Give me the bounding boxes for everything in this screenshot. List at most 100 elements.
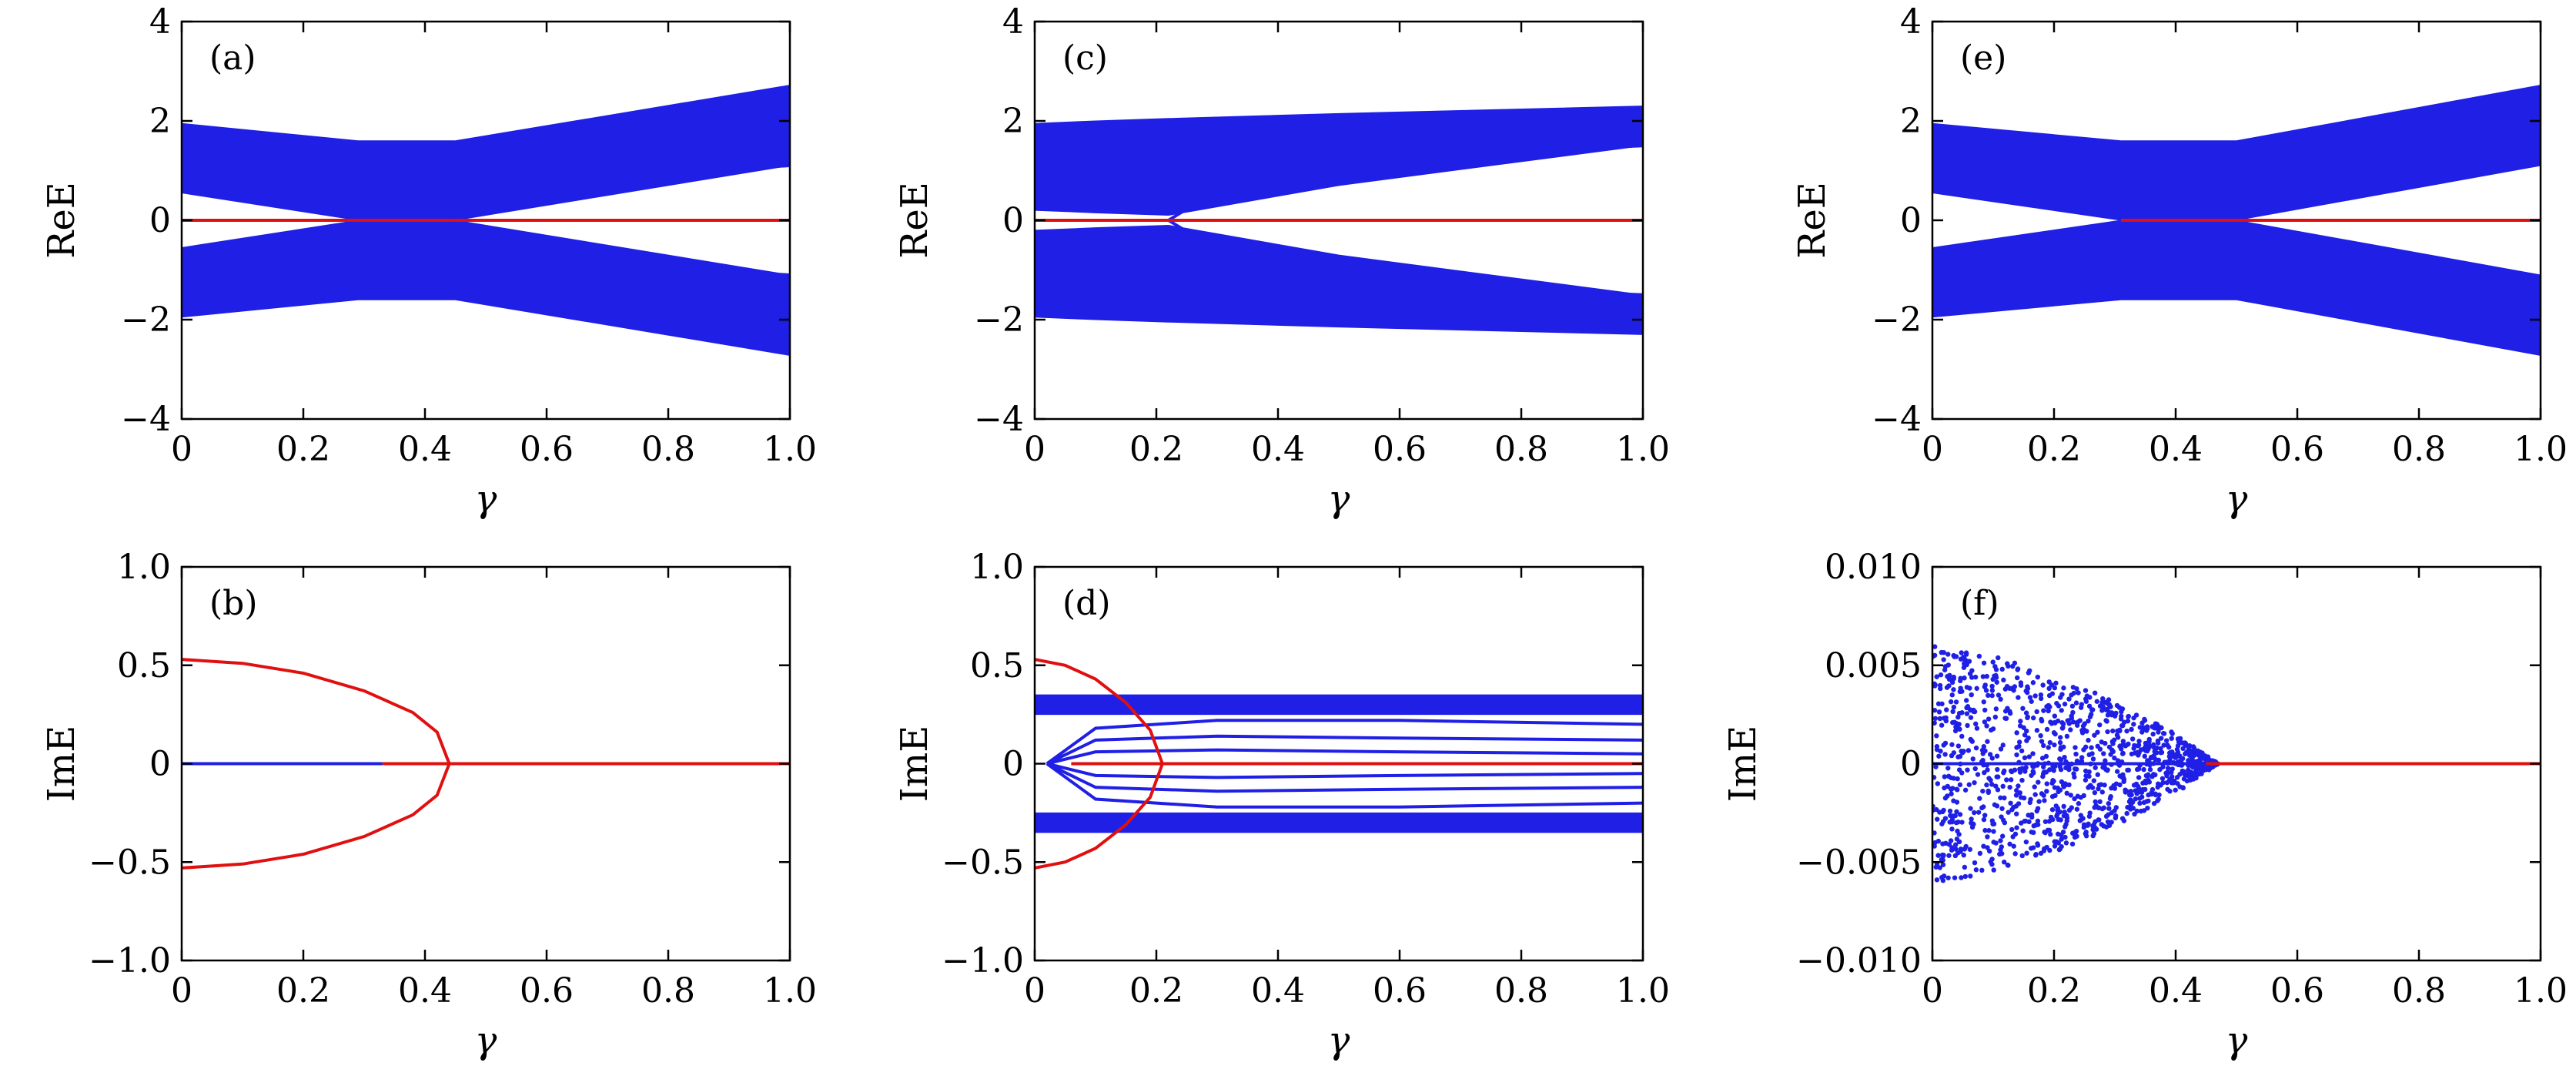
data-point xyxy=(1932,644,1938,649)
series-line-5 xyxy=(1046,762,1643,779)
data-point xyxy=(2133,712,2139,718)
data-point xyxy=(1959,650,1964,655)
data-point xyxy=(2043,753,2049,759)
data-point xyxy=(2120,751,2126,756)
data-point xyxy=(1952,813,1958,819)
data-point xyxy=(1972,779,1977,786)
data-point xyxy=(2105,819,2111,825)
y-tick-label: −2 xyxy=(974,300,1024,340)
data-point xyxy=(1955,726,1961,732)
data-point xyxy=(2024,738,2029,743)
plot-area-d xyxy=(1035,658,1643,870)
data-point xyxy=(2020,828,2026,833)
data-point xyxy=(2002,860,2007,865)
data-point xyxy=(1984,782,1989,788)
data-point xyxy=(1932,652,1938,659)
data-point xyxy=(2075,793,2081,799)
data-point xyxy=(1932,681,1937,686)
data-point xyxy=(1973,745,1979,751)
data-point xyxy=(2078,817,2083,823)
data-point xyxy=(2129,726,2134,732)
data-point xyxy=(2144,724,2150,729)
data-point xyxy=(2126,767,2132,773)
data-point xyxy=(2018,719,2023,724)
data-point xyxy=(2169,736,2174,741)
data-point xyxy=(2089,712,2094,717)
data-point xyxy=(2064,818,2069,823)
data-point xyxy=(2026,813,2031,818)
data-point xyxy=(2205,756,2210,762)
data-point xyxy=(1953,846,1959,852)
x-tick-label: 0.8 xyxy=(1494,971,1548,1011)
data-point xyxy=(2001,817,2006,823)
data-point xyxy=(2014,730,2019,736)
data-point xyxy=(1969,816,1974,822)
data-point xyxy=(1932,840,1938,846)
data-point xyxy=(2180,740,2186,746)
data-point xyxy=(1994,679,1999,685)
series-line-3 xyxy=(448,219,790,277)
data-point xyxy=(1989,861,1995,867)
data-point xyxy=(1952,853,1959,859)
data-point xyxy=(2117,728,2123,734)
data-point xyxy=(1953,820,1959,826)
data-point xyxy=(1955,743,1962,749)
data-point xyxy=(2170,731,2175,736)
data-point xyxy=(2022,732,2028,738)
data-point xyxy=(2032,784,2037,789)
data-point xyxy=(2136,775,2142,780)
data-point xyxy=(2062,701,2068,707)
data-point xyxy=(2081,747,2086,753)
data-point xyxy=(2029,846,2034,851)
data-point xyxy=(2008,777,2014,783)
data-point xyxy=(2091,778,2097,783)
data-point xyxy=(2016,783,2021,789)
data-point xyxy=(2170,766,2175,772)
data-point xyxy=(1937,716,1943,722)
data-point xyxy=(1942,667,1948,672)
data-point xyxy=(2141,766,2146,773)
y-tick-label: 2 xyxy=(149,102,171,141)
data-point xyxy=(2046,745,2051,750)
data-point xyxy=(2058,735,2063,740)
data-point xyxy=(2041,764,2046,769)
data-point xyxy=(2095,729,2100,735)
data-point xyxy=(2113,815,2119,821)
data-point xyxy=(1972,860,1978,866)
data-point xyxy=(1962,661,1967,666)
data-point xyxy=(2105,767,2110,773)
x-tick-label: 0.6 xyxy=(520,430,574,469)
data-point xyxy=(2009,806,2015,813)
data-point xyxy=(2042,846,2047,852)
data-point xyxy=(2065,718,2070,723)
data-point xyxy=(2136,766,2142,772)
y-tick-label: 1.0 xyxy=(117,548,171,587)
data-point xyxy=(1953,842,1959,847)
data-point xyxy=(1986,776,1992,781)
data-point xyxy=(2023,765,2029,770)
data-point xyxy=(1951,704,1957,710)
data-point xyxy=(1986,716,1992,722)
data-point xyxy=(2143,778,2148,784)
data-point xyxy=(2175,743,2181,749)
data-point xyxy=(2103,740,2108,746)
data-point xyxy=(2113,781,2119,786)
data-point xyxy=(1975,810,1982,815)
plot-area-a xyxy=(182,85,790,356)
data-point xyxy=(2034,808,2039,814)
data-point xyxy=(2121,779,2126,784)
series-band-0 xyxy=(182,85,790,221)
y-axis-label: ImE xyxy=(40,726,83,803)
panel-f: 0 0.2 0.4 0.6 0.8 1.0 0.010 0.005 0 −0.005 −0.010 (… xyxy=(1721,548,2568,1062)
data-point xyxy=(2166,753,2173,759)
data-point xyxy=(2014,825,2019,830)
data-point xyxy=(1935,781,1941,786)
data-point xyxy=(2027,695,2033,700)
y-tick-label: 0 xyxy=(1900,201,1922,240)
data-point xyxy=(2044,781,2049,786)
data-point xyxy=(2018,682,2024,688)
data-point xyxy=(1987,752,1993,757)
data-point xyxy=(1956,767,1962,773)
data-point xyxy=(1979,867,1985,873)
x-tick-label: 0.4 xyxy=(2149,430,2203,469)
